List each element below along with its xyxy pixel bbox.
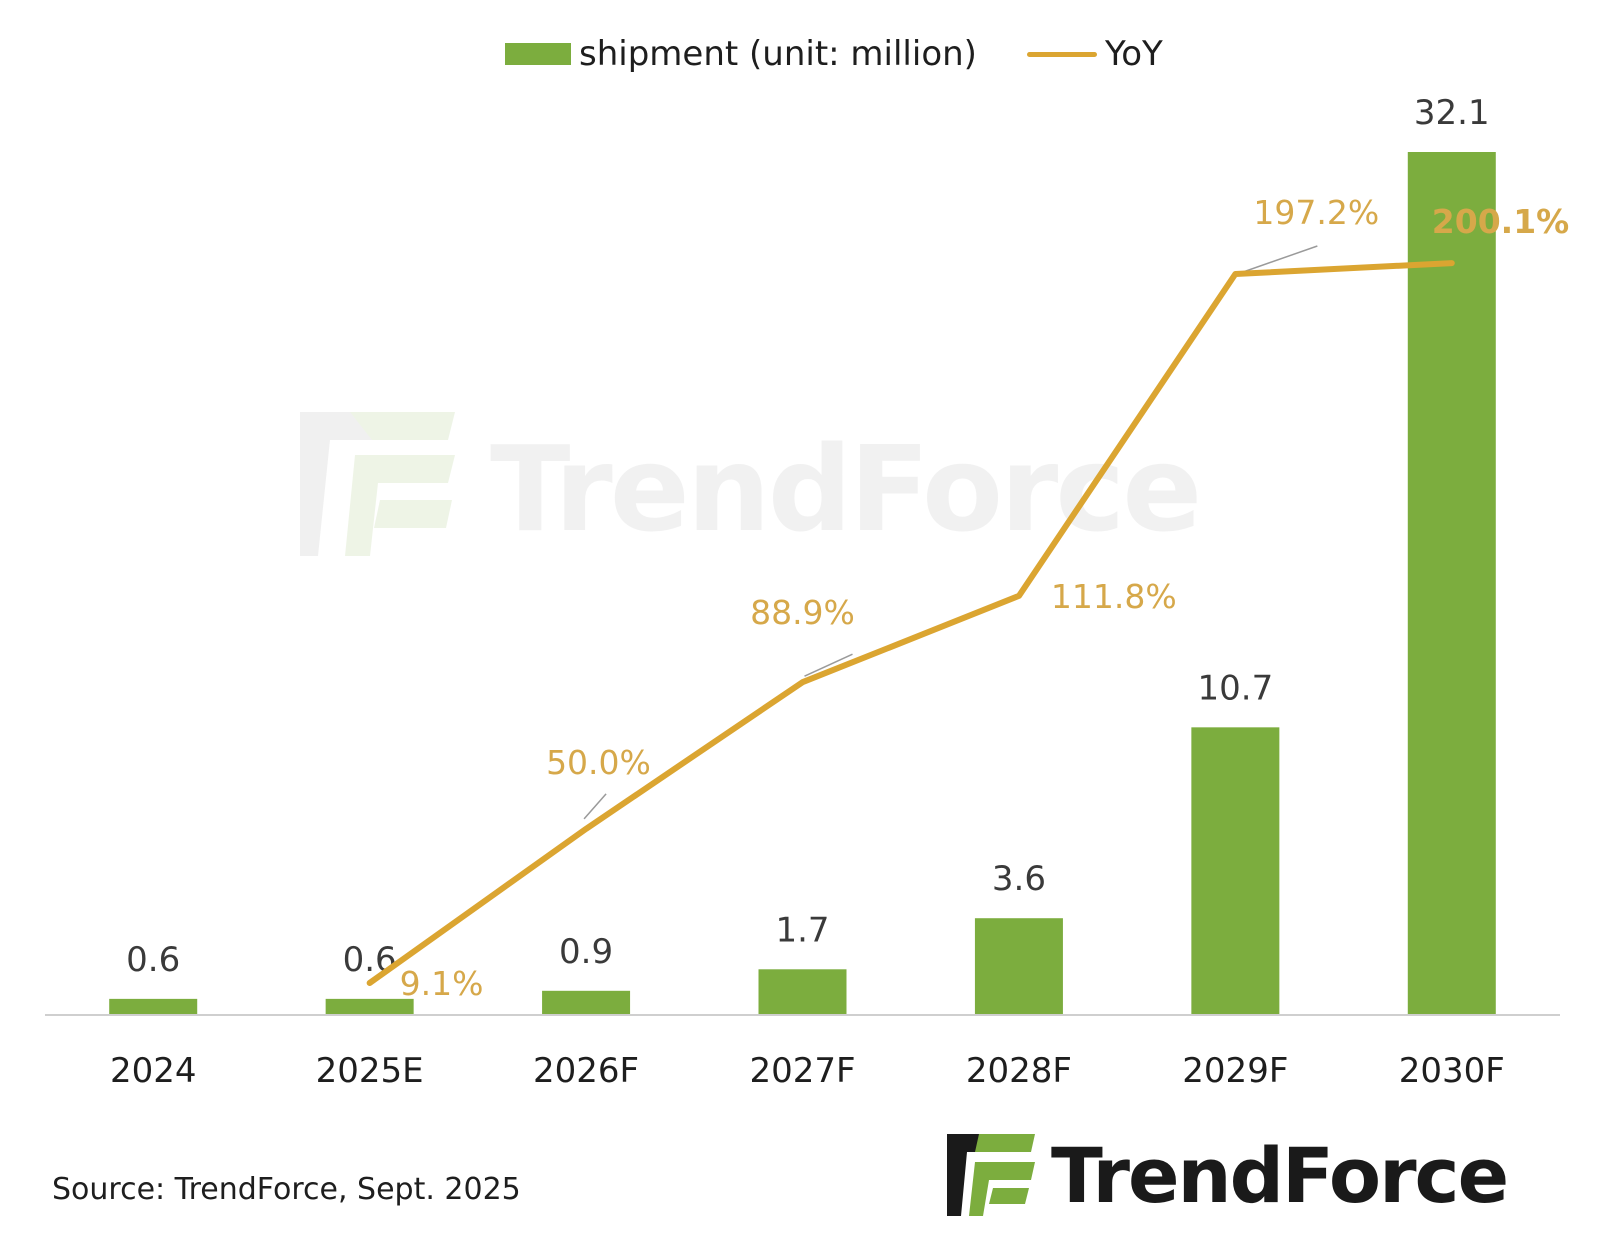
x-tick-2025E: 2025E [316, 1051, 424, 1091]
yoy-label-2027F: 88.9% [750, 593, 855, 632]
bar-label-2028F: 3.6 [992, 859, 1046, 899]
bar-label-2026F: 0.9 [559, 932, 613, 972]
bar-value-labels: 0.6 0.6 0.9 1.7 3.6 10.7 32.1 [126, 93, 1489, 980]
bar-label-2027F: 1.7 [775, 910, 829, 950]
bar-2028F [974, 918, 1063, 1015]
yoy-value-labels: 9.1% 50.0% 88.9% 111.8% 197.2% 200.1% [400, 193, 1570, 1003]
shipment-bars [109, 152, 1496, 1015]
legend: shipment (unit: million) YoY [0, 34, 1600, 74]
x-tick-2024: 2024 [110, 1051, 197, 1091]
yoy-label-2029F: 197.2% [1253, 193, 1379, 232]
yoy-line [366, 260, 1455, 986]
legend-item-yoy: YoY [1027, 34, 1163, 74]
yoy-leader-2026F [583, 793, 607, 820]
legend-swatch-shipment [505, 43, 571, 65]
x-axis-tick-labels: 2024 2025E 2026F 2027F 2028F 2029F 2030F [110, 1051, 1505, 1091]
legend-swatch-yoy [1027, 51, 1097, 57]
bar-2030F [1407, 152, 1496, 1015]
legend-label-shipment: shipment (unit: million) [579, 34, 977, 74]
x-tick-2026F: 2026F [533, 1051, 639, 1091]
trendforce-logo-icon [947, 1134, 1035, 1216]
bar-label-2025E: 0.6 [343, 940, 397, 980]
bar-2029F [1191, 727, 1280, 1015]
trendforce-logo: TrendForce [945, 1130, 1509, 1220]
logo-word: TrendForce [1051, 1130, 1509, 1220]
x-tick-2029F: 2029F [1182, 1051, 1288, 1091]
bar-2024 [109, 998, 198, 1015]
yoy-label-2028F: 111.8% [1051, 577, 1177, 616]
source-note: Source: TrendForce, Sept. 2025 [52, 1172, 521, 1207]
bar-2026F [542, 990, 631, 1015]
yoy-label-2026F: 50.0% [546, 743, 651, 782]
yoy-label-2030F: 200.1% [1432, 202, 1569, 241]
yoy-leader-2027F [804, 653, 853, 677]
bar-label-2029F: 10.7 [1198, 668, 1274, 708]
trendforce-watermark-icon [300, 412, 455, 556]
x-tick-2027F: 2027F [749, 1051, 855, 1091]
yoy-leader-2029F [1237, 245, 1318, 275]
bar-2025E [325, 998, 414, 1015]
x-tick-2030F: 2030F [1399, 1051, 1505, 1091]
bar-label-2030F: 32.1 [1414, 93, 1490, 133]
legend-label-yoy: YoY [1105, 34, 1163, 74]
yoy-label-2025E: 9.1% [400, 964, 484, 1003]
bar-label-2024: 0.6 [126, 940, 180, 980]
x-tick-2028F: 2028F [966, 1051, 1072, 1091]
bar-2027F [758, 969, 847, 1015]
watermark-word: TrendForce [490, 420, 1202, 558]
yoy-leader-lines [583, 245, 1318, 820]
legend-item-shipment: shipment (unit: million) [505, 34, 977, 74]
